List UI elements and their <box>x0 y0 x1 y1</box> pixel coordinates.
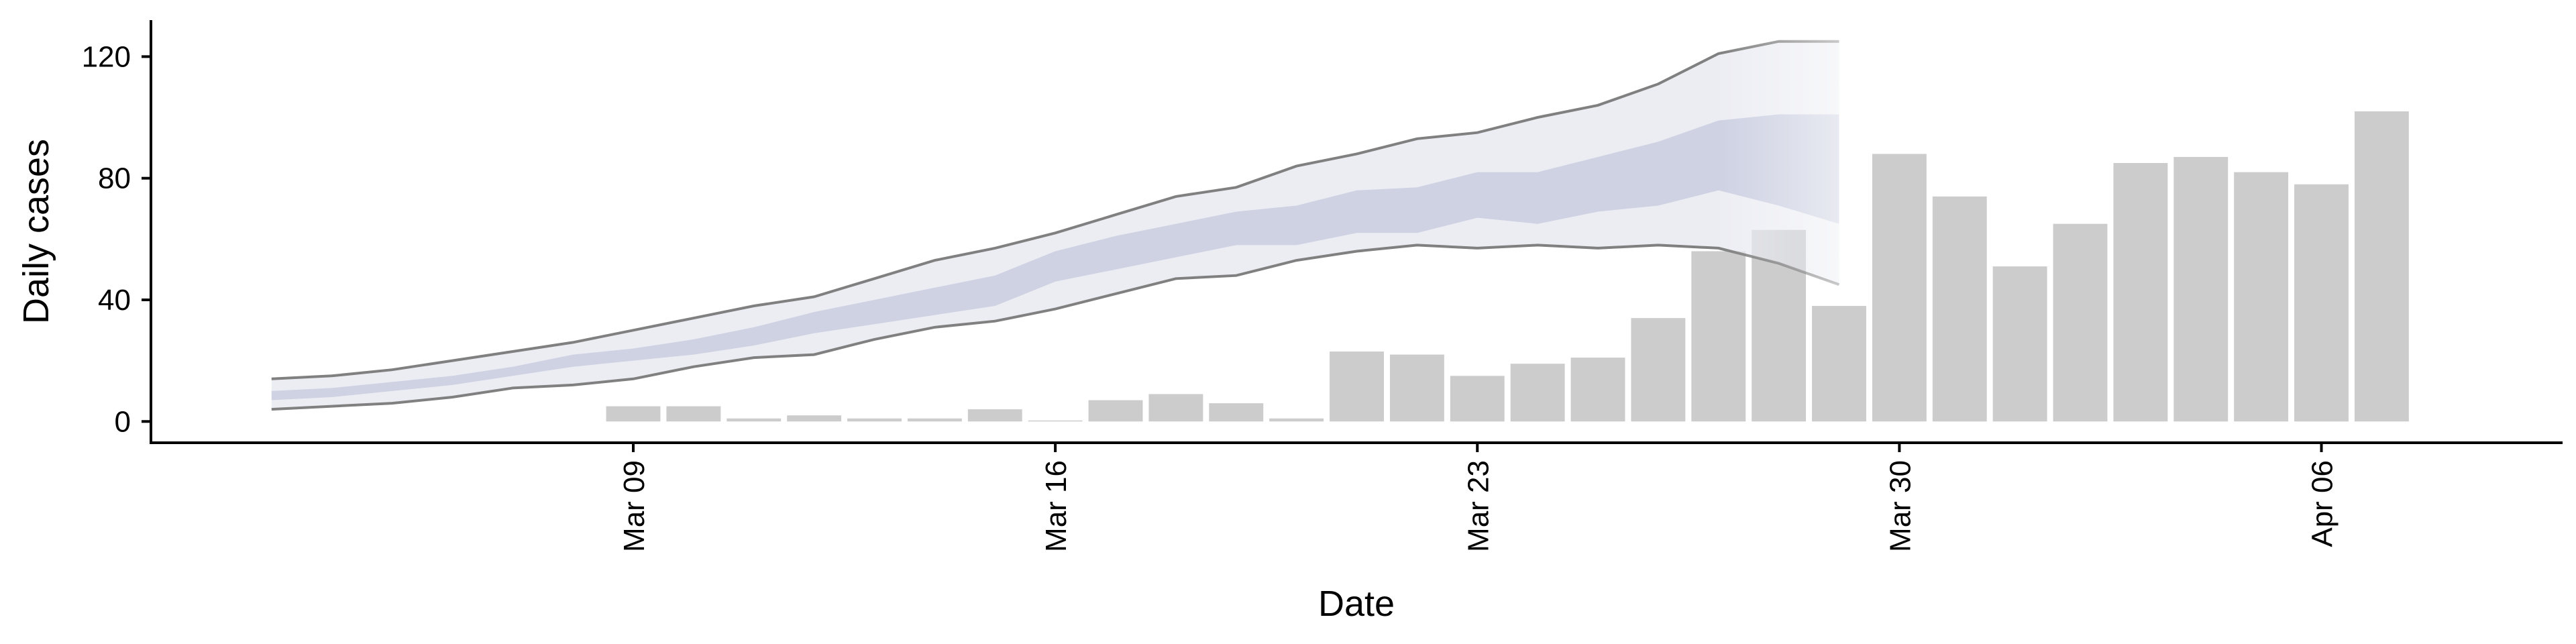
bar-2020-04-03 <box>2113 163 2168 422</box>
axes-layer <box>150 20 2563 444</box>
bands-layer <box>271 40 1840 411</box>
bar-2020-03-11 <box>727 418 782 422</box>
bar-2020-04-07 <box>2354 111 2409 422</box>
x-tick-label-1: Mar 16 <box>1040 460 1073 552</box>
bar-2020-03-23 <box>1450 376 1505 422</box>
bar-2020-03-26 <box>1631 318 1686 422</box>
bar-2020-04-06 <box>2294 184 2349 422</box>
x-ticks: Mar 09 Mar 16 Mar 23 Mar 30 Apr 06 <box>618 443 2339 552</box>
bar-2020-03-24 <box>1510 364 1565 422</box>
inner-band <box>271 114 1839 400</box>
y-tick-label-80: 80 <box>98 162 131 195</box>
x-axis-title: Date <box>1318 584 1395 624</box>
bar-2020-03-29 <box>1812 306 1866 422</box>
outer-lower-line <box>271 244 1840 411</box>
bar-2020-03-09 <box>606 406 661 422</box>
bar-2020-03-14 <box>907 418 962 422</box>
y-tick-label-40: 40 <box>98 284 131 317</box>
y-tick-label-120: 120 <box>82 40 131 73</box>
bar-2020-03-16 <box>1028 420 1083 422</box>
bars-layer <box>606 111 2409 422</box>
bar-2020-03-15 <box>967 409 1022 422</box>
y-tick-label-0: 0 <box>115 405 131 438</box>
bar-2020-03-31 <box>1932 196 1987 422</box>
bar-2020-03-17 <box>1088 400 1143 422</box>
bar-2020-03-30 <box>1872 154 1927 422</box>
bar-2020-04-01 <box>1992 266 2047 422</box>
outer-band <box>271 41 1839 410</box>
y-axis-title: Daily cases <box>16 139 56 324</box>
bar-2020-03-12 <box>787 415 842 422</box>
bar-2020-03-27 <box>1691 251 1746 422</box>
bar-2020-03-10 <box>666 406 721 422</box>
bar-2020-04-02 <box>2053 223 2108 422</box>
bar-2020-03-20 <box>1269 418 1324 422</box>
x-tick-label-2: Mar 23 <box>1462 460 1495 552</box>
bar-2020-04-05 <box>2234 172 2289 422</box>
bar-2020-03-25 <box>1570 358 1625 422</box>
y-ticks: 0 40 80 120 <box>82 40 151 438</box>
bar-2020-03-22 <box>1389 354 1444 422</box>
x-tick-label-0: Mar 09 <box>618 460 651 552</box>
bar-2020-03-18 <box>1148 394 1203 422</box>
bar-2020-03-13 <box>847 418 902 422</box>
x-tick-label-3: Mar 30 <box>1884 460 1917 552</box>
bar-2020-03-19 <box>1209 403 1264 422</box>
bar-2020-04-04 <box>2174 156 2229 422</box>
bar-2020-03-21 <box>1330 352 1384 422</box>
outer-upper-line <box>271 40 1839 380</box>
x-tick-label-4: Apr 06 <box>2306 460 2339 547</box>
